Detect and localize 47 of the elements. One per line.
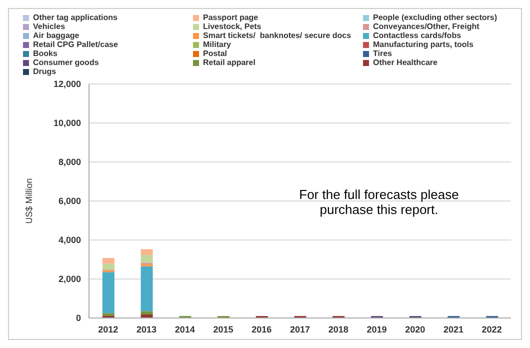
legend-label: Retail CPG Pallet/case	[32, 40, 119, 49]
x-tick-label: 2016	[252, 324, 272, 334]
y-tick-label: 12,000	[53, 79, 81, 90]
legend-label: Contactless cards/fobs	[372, 31, 462, 40]
x-tick-label: 2021	[443, 324, 464, 334]
x-tick-label: 2019	[366, 324, 387, 334]
bar	[140, 255, 153, 263]
legend-label: Books	[32, 49, 58, 58]
x-tick-label: 2018	[328, 324, 348, 334]
legend-label: Air baggage	[32, 31, 80, 40]
legend-label: Smart tickets/ banknotes/ secure docs	[202, 31, 352, 40]
legend-label: Passport page	[202, 13, 260, 22]
x-tick-label: 2017	[290, 324, 310, 334]
legend-label: Other tag applications	[32, 13, 118, 22]
bar	[102, 264, 114, 270]
legend-label: People (excluding other sectors)	[372, 13, 498, 22]
bar	[102, 313, 114, 316]
y-tick-label: 10,000	[53, 118, 81, 128]
y-tick-label: 6,000	[58, 196, 81, 206]
legend-label: Manufacturing parts, tools	[372, 40, 474, 49]
legend-label: Drugs	[32, 67, 58, 76]
x-tick-label: 2012	[98, 324, 118, 334]
legend-label: Vehicles	[32, 22, 66, 31]
bar	[102, 272, 114, 314]
legend-label: Livestock, Pets	[202, 22, 262, 31]
x-tick-label: 2015	[213, 324, 234, 334]
y-tick-label: 2,000	[58, 274, 81, 284]
x-tick-label: 2014	[174, 324, 195, 334]
legend-label: Conveyances/Other, Freight	[372, 22, 480, 31]
x-tick-label: 2020	[405, 324, 426, 334]
y-tick-label: 4,000	[58, 235, 81, 246]
annotation: For the full forecasts please purchase this report.	[298, 187, 460, 217]
y-axis-title: US$ Million	[24, 178, 34, 224]
legend-label: Postal	[202, 49, 228, 58]
bar	[140, 249, 153, 256]
bar	[140, 266, 153, 312]
legend-label: Other Healthcare	[372, 58, 438, 67]
x-tick-label: 2022	[482, 324, 502, 334]
y-tick-label: 8,000	[58, 157, 81, 168]
bar	[102, 258, 114, 264]
legend-label: Tires	[372, 49, 393, 58]
y-tick-label: 0	[76, 313, 81, 324]
bar	[140, 311, 153, 314]
legend-label: Consumer goods	[32, 58, 100, 67]
x-tick-label: 2013	[136, 324, 157, 334]
legend-label: Retail apparel	[202, 58, 256, 67]
legend-label: Military	[202, 40, 232, 49]
